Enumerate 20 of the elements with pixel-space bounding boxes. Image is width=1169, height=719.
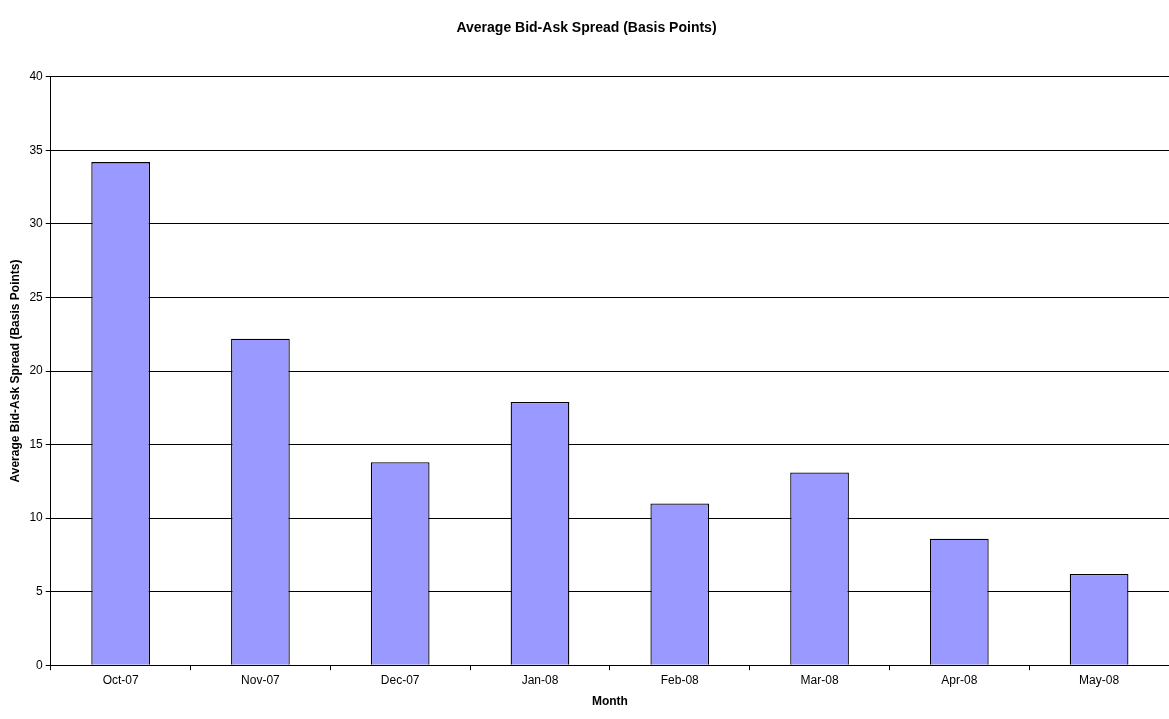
y-tick-label: 40 bbox=[29, 69, 44, 84]
y-axis-title: Average Bid-Ask Spread (Basis Points) bbox=[7, 259, 22, 483]
x-tick-label: Nov-07 bbox=[241, 672, 281, 687]
y-tick-label: 5 bbox=[36, 583, 44, 598]
x-tick-label: Feb-08 bbox=[660, 672, 700, 687]
x-tick-label: Oct-07 bbox=[102, 672, 139, 687]
y-tick-label: 35 bbox=[29, 142, 44, 157]
y-tick-label: 20 bbox=[29, 363, 44, 378]
x-tick-label: May-08 bbox=[1079, 672, 1120, 687]
y-tick-label: 25 bbox=[29, 289, 44, 304]
y-tick-label: 15 bbox=[29, 436, 44, 451]
y-tick-label: 0 bbox=[36, 657, 44, 672]
x-tick-label: Jan-08 bbox=[521, 672, 559, 687]
x-tick-label: Apr-08 bbox=[941, 672, 978, 687]
y-tick-label: 10 bbox=[29, 510, 44, 525]
x-tick-label: Mar-08 bbox=[800, 672, 839, 687]
y-tick-label: 30 bbox=[29, 216, 44, 231]
x-tick-label: Dec-07 bbox=[380, 672, 420, 687]
x-axis-title: Month bbox=[591, 694, 628, 709]
chart-title: Average Bid-Ask Spread (Basis Points) bbox=[456, 19, 717, 36]
